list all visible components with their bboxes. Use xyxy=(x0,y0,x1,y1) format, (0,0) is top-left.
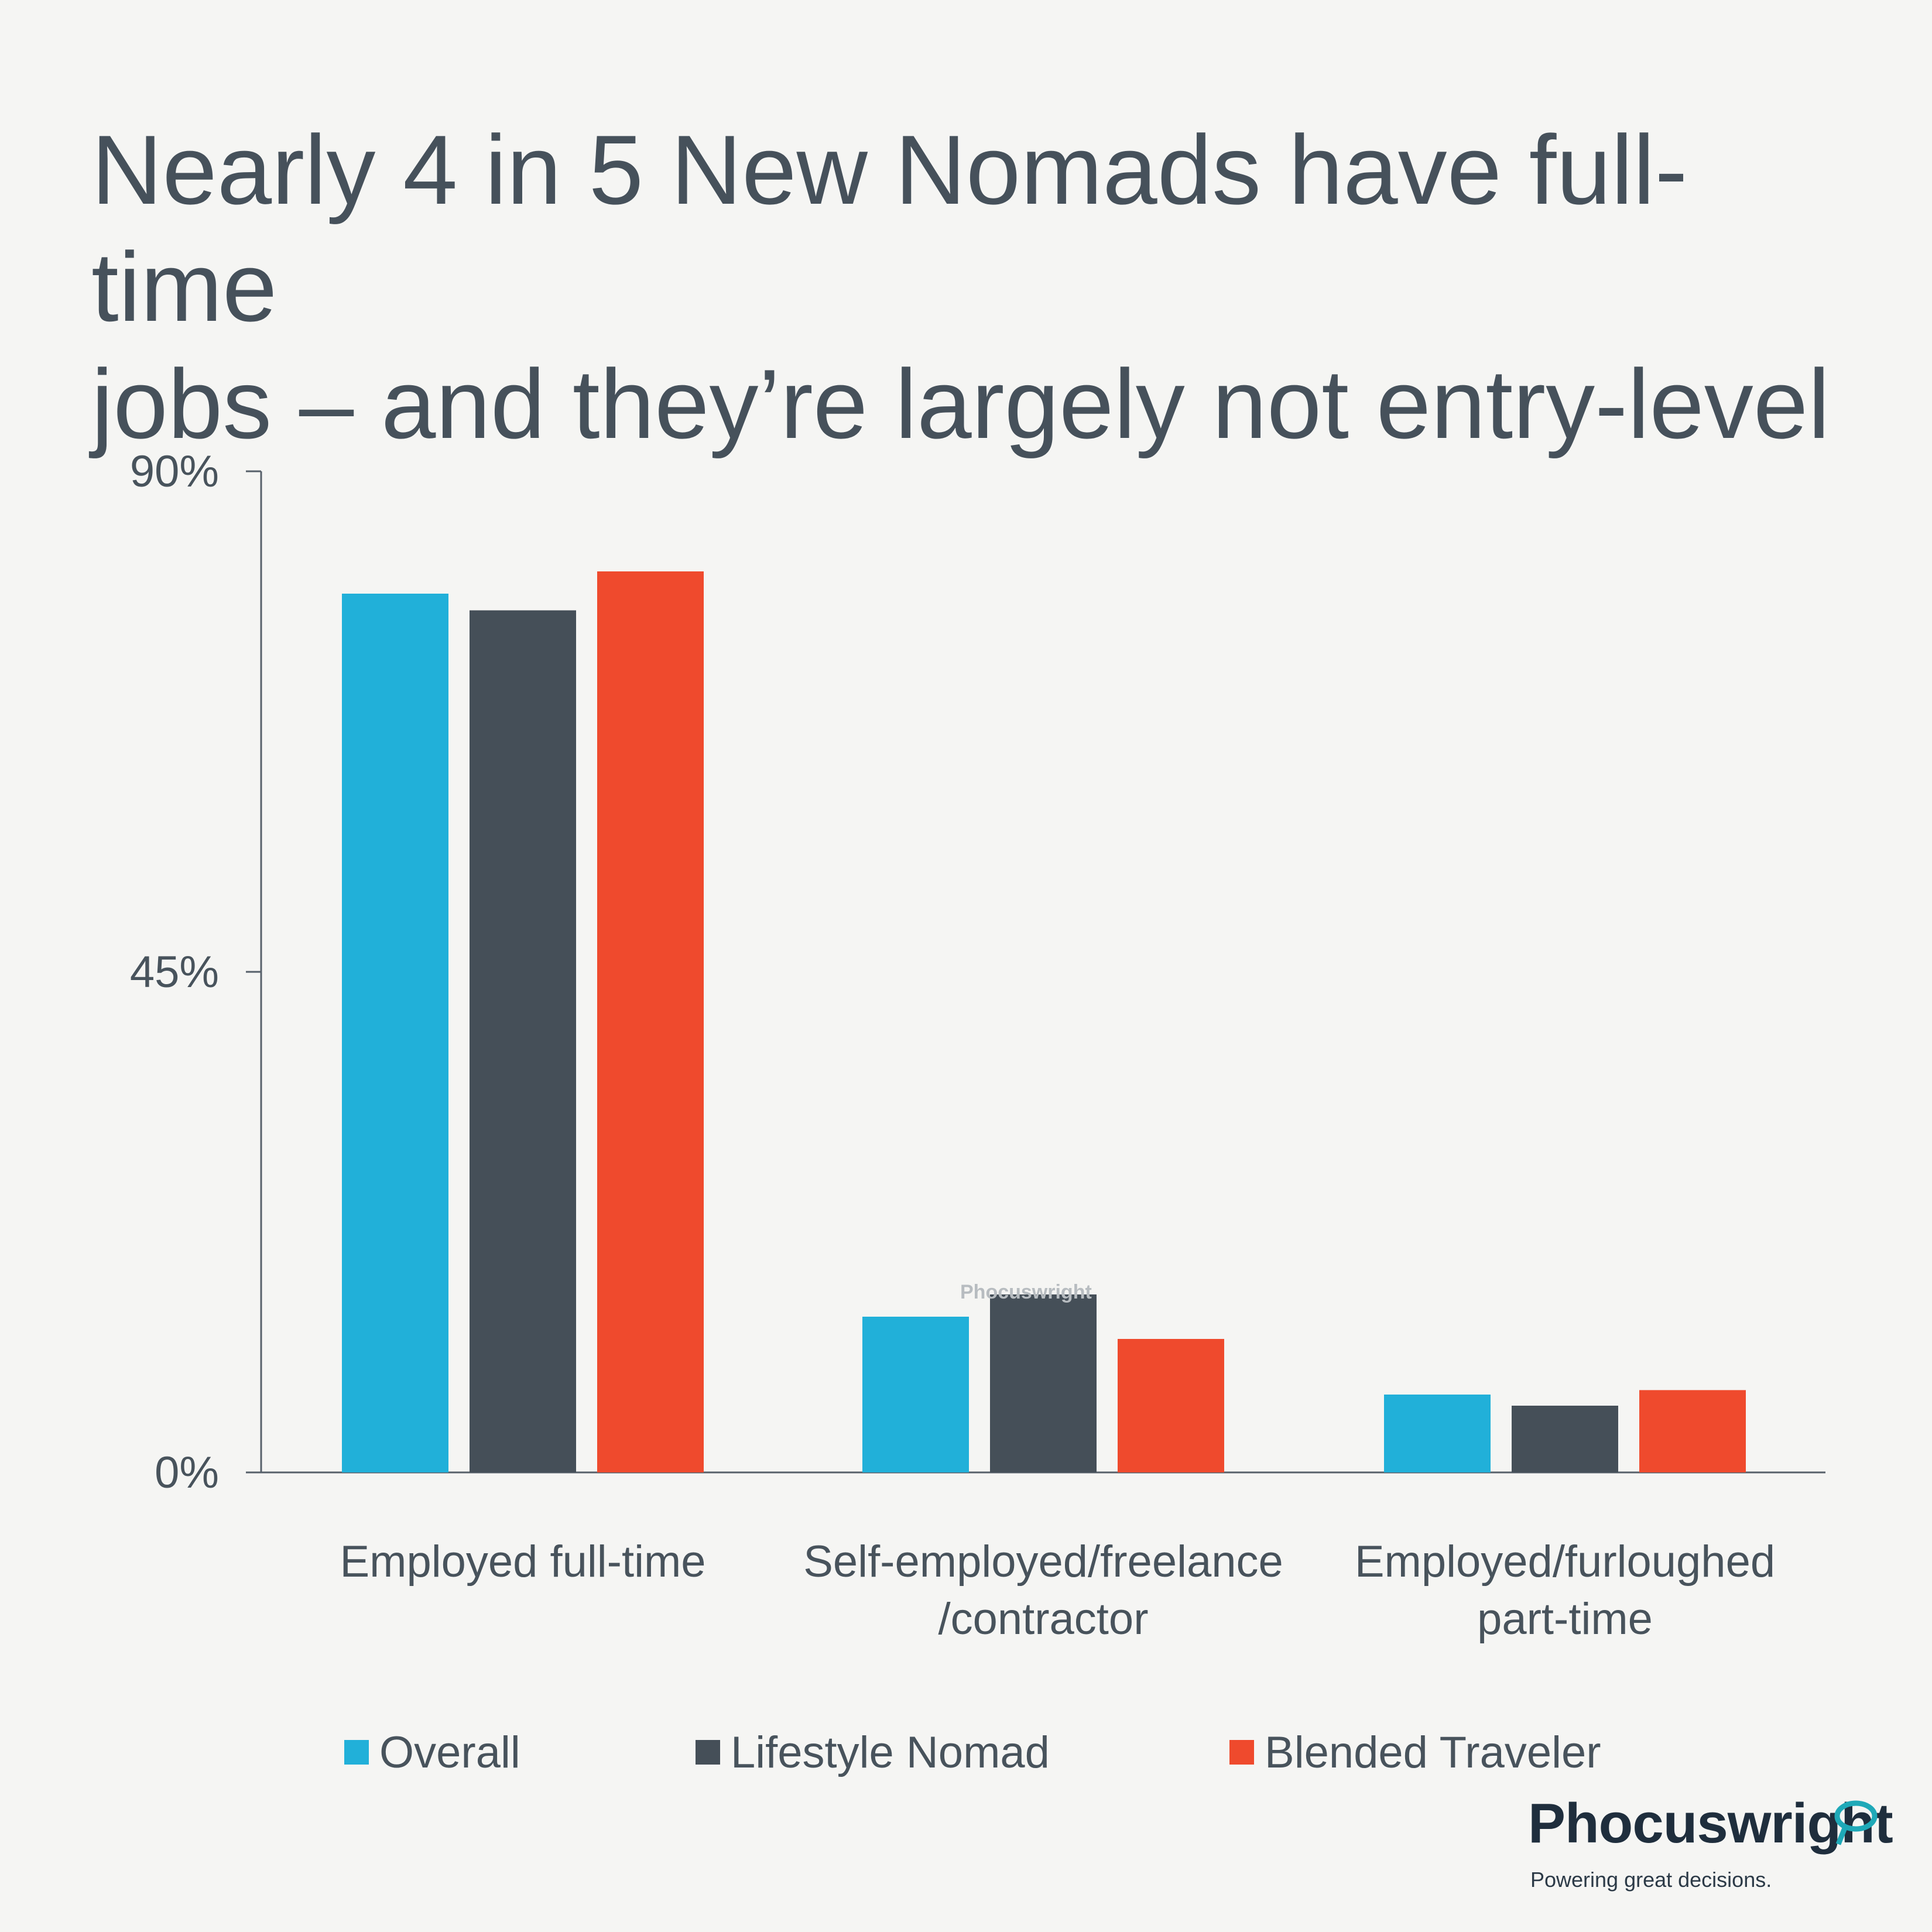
legend-swatch xyxy=(1229,1740,1254,1765)
logo-tagline: Powering great decisions. xyxy=(1530,1868,1772,1892)
category-label: Self-employed/freelance xyxy=(803,1537,1283,1587)
legend-item: Overall xyxy=(344,1720,520,1784)
legend-label: Lifestyle Nomad xyxy=(731,1727,1050,1777)
bar xyxy=(862,1317,969,1472)
y-tick-label: 90% xyxy=(130,447,219,496)
bar xyxy=(597,571,704,1472)
category-label: /contractor xyxy=(938,1594,1148,1644)
legend-item: Blended Traveler xyxy=(1229,1720,1601,1784)
legend-label: Overall xyxy=(379,1727,520,1777)
bar xyxy=(1512,1406,1618,1472)
watermark-text: Phocuswright xyxy=(960,1281,1092,1303)
category-label: part-time xyxy=(1477,1594,1653,1644)
legend-label: Blended Traveler xyxy=(1265,1727,1601,1777)
bar xyxy=(470,610,576,1472)
title-line-1: Nearly 4 in 5 New Nomads have full-time xyxy=(91,115,1688,342)
category-label: Employed full-time xyxy=(340,1537,705,1587)
bar xyxy=(1639,1390,1746,1472)
bar xyxy=(342,594,448,1472)
bar xyxy=(1118,1339,1224,1472)
legend-item: Lifestyle Nomad xyxy=(696,1720,1050,1784)
y-tick-label: 0% xyxy=(155,1448,219,1498)
y-tick-label: 45% xyxy=(130,947,219,997)
legend-swatch xyxy=(696,1740,720,1765)
legend: Overall Lifestyle Nomad Blended Traveler xyxy=(0,1720,1932,1784)
category-label: Employed/furloughed xyxy=(1355,1537,1775,1587)
legend-swatch xyxy=(344,1740,369,1765)
bar xyxy=(990,1294,1097,1472)
chart-title: Nearly 4 in 5 New Nomads have full-time … xyxy=(91,111,1848,463)
watermark: Phocuswright xyxy=(960,1281,1112,1310)
logo-wordmark: Phocuswright xyxy=(1528,1792,1893,1855)
phocuswright-logo: Phocuswright Powering great decisions. xyxy=(1528,1791,1893,1903)
speech-bubble-icon xyxy=(1834,1800,1878,1845)
title-line-2: jobs – and they’re largely not entry-lev… xyxy=(91,349,1830,459)
bar xyxy=(1384,1395,1491,1472)
